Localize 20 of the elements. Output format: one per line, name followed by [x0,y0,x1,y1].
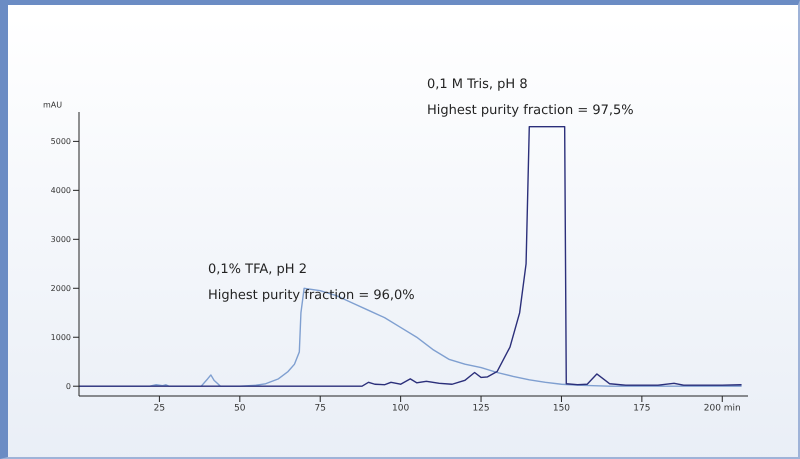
line-series [79,126,742,387]
annotation: Highest purity fraction = 97,5% [427,103,634,118]
x-tick-label: 150 [552,403,570,414]
x-tick-label: 50 [234,403,246,414]
text: 0,1 M Tris, pH 8 [427,77,528,92]
y-tick-label: 5000 [50,137,71,146]
y-tick-label: 4000 [50,186,71,196]
x-tick-label: 175 [633,403,650,414]
y-tick-label: 2000 [50,284,71,294]
y-tick-label: 0 [66,382,71,392]
y-tick-label: 3000 [50,235,71,244]
x-tick-label: 200 min [704,403,741,414]
x-tick-label: 75 [314,403,326,414]
annotation: Highest purity fraction = 96,0% [208,288,415,303]
x-tick-label: 100 [392,403,410,414]
x-tick-label: 125 [472,403,490,414]
series-label: 0,1% TFA, pH 2 [208,262,307,277]
x-tick-label: 25 [154,403,166,414]
y-tick-label: 1000 [50,333,71,342]
y-axis-title: mAU [43,100,62,110]
